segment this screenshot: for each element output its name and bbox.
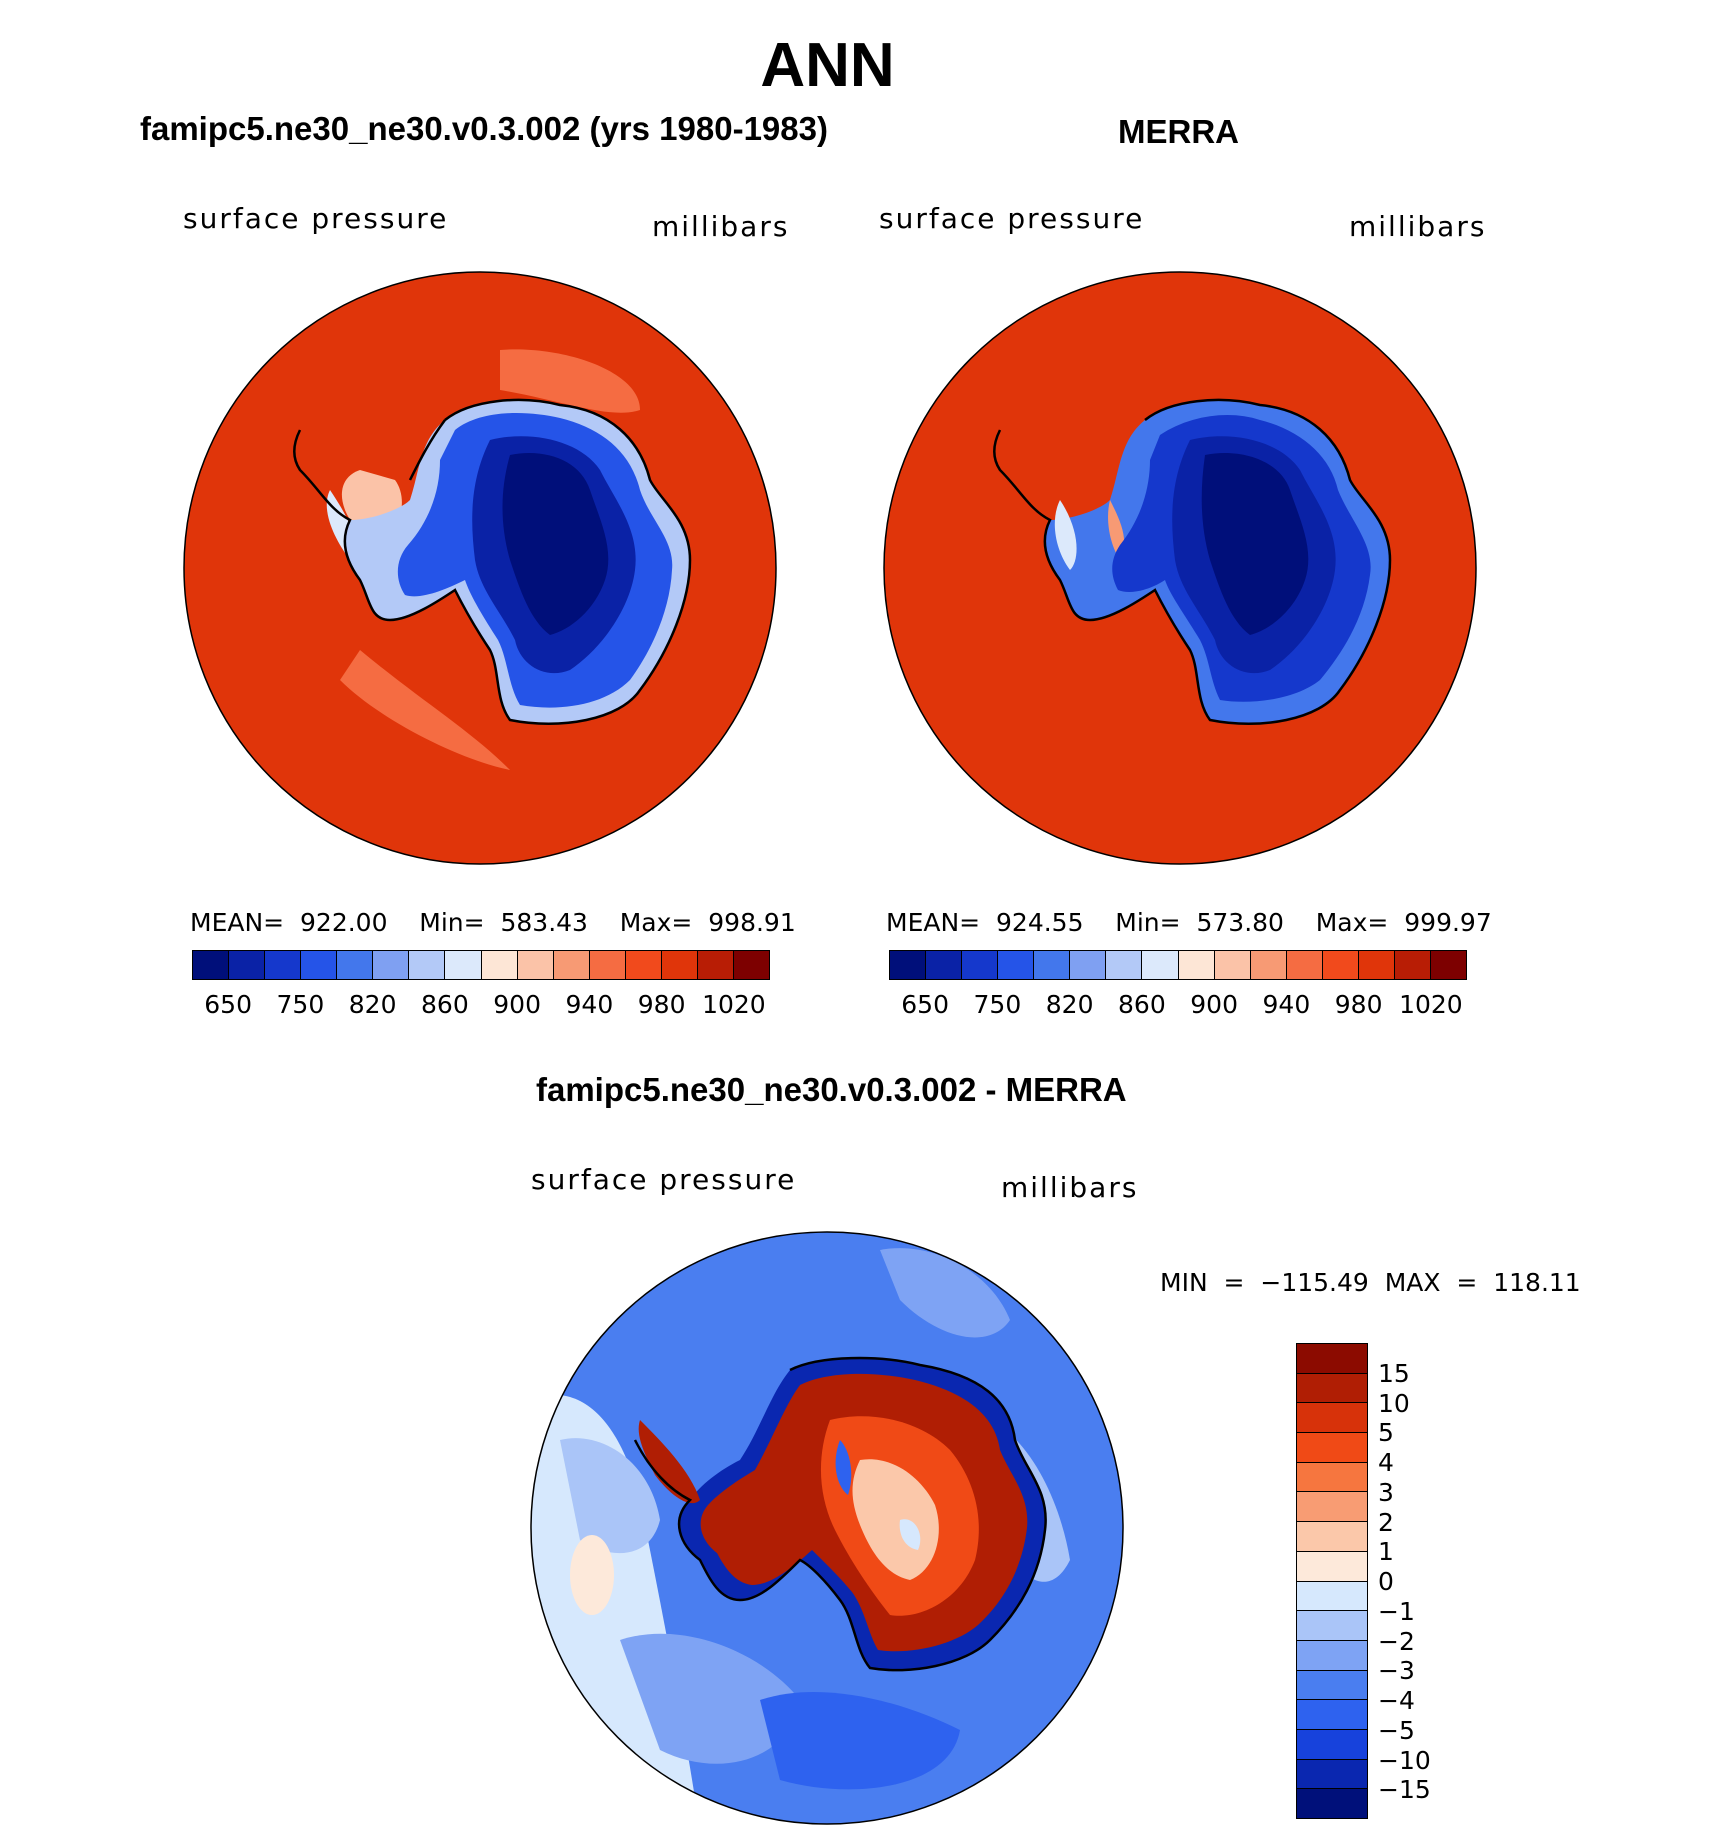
panel3-minmax: MIN = −115.49 MAX = 118.11 bbox=[1160, 1268, 1581, 1297]
colorbar-tick-label: 820 bbox=[1045, 990, 1094, 1019]
colorbar-tick-label: 900 bbox=[493, 990, 541, 1019]
panel3-colorbar bbox=[1296, 1343, 1368, 1819]
panel2-colorbar-ticks: 650 750 820 860 900 940 980 1020 bbox=[889, 990, 1467, 1020]
panel3-colorbar-ticks: 15 10 5 4 3 2 1 0 −1 −2 −3 −4 −5 −10 −15 bbox=[1378, 1343, 1478, 1819]
colorbar-tick-label: 860 bbox=[421, 990, 469, 1019]
colorbar-tick-label: 1020 bbox=[1399, 990, 1463, 1019]
colorbar-swatch bbox=[1250, 951, 1287, 979]
colorbar-swatch bbox=[1214, 951, 1251, 979]
colorbar-tick-label: 900 bbox=[1190, 990, 1238, 1019]
colorbar-swatch bbox=[373, 951, 410, 979]
panel2-variable-label: surface pressure bbox=[879, 202, 1145, 235]
colorbar-swatch bbox=[1297, 1551, 1367, 1582]
colorbar-tick-label: 4 bbox=[1378, 1448, 1394, 1477]
colorbar-swatch bbox=[1297, 1344, 1367, 1374]
colorbar-swatch bbox=[1297, 1789, 1367, 1818]
colorbar-swatch bbox=[890, 951, 927, 979]
colorbar-swatch bbox=[193, 951, 230, 979]
colorbar-tick-label: 860 bbox=[1118, 990, 1166, 1019]
colorbar-swatch bbox=[1297, 1462, 1367, 1493]
colorbar-tick-label: −15 bbox=[1378, 1775, 1431, 1805]
colorbar-swatch bbox=[301, 951, 338, 979]
colorbar-swatch bbox=[337, 951, 374, 979]
colorbar-swatch bbox=[1286, 951, 1323, 979]
colorbar-swatch bbox=[517, 951, 554, 979]
colorbar-tick-label: −3 bbox=[1378, 1656, 1415, 1686]
colorbar-tick-label: 3 bbox=[1378, 1477, 1394, 1507]
colorbar-swatch bbox=[1297, 1670, 1367, 1701]
colorbar-swatch bbox=[265, 951, 302, 979]
panel2-colorbar bbox=[889, 950, 1467, 980]
colorbar-tick-label: −1 bbox=[1378, 1596, 1415, 1626]
colorbar-tick-label: 15 bbox=[1378, 1358, 1410, 1388]
colorbar-swatch bbox=[1297, 1433, 1367, 1463]
colorbar-tick-label: 650 bbox=[901, 990, 949, 1019]
colorbar-swatch bbox=[962, 951, 999, 979]
colorbar-swatch bbox=[1297, 1611, 1367, 1641]
colorbar-swatch bbox=[1297, 1729, 1367, 1760]
colorbar-tick-label: −5 bbox=[1378, 1715, 1415, 1745]
colorbar-tick-label: 1020 bbox=[702, 990, 766, 1019]
colorbar-swatch bbox=[589, 951, 626, 979]
colorbar-swatch bbox=[1297, 1492, 1367, 1523]
colorbar-swatch bbox=[1297, 1373, 1367, 1404]
colorbar-swatch bbox=[553, 951, 590, 979]
panel2-stats: MEAN= 924.55 Min= 573.80 Max= 999.97 bbox=[886, 908, 1492, 937]
colorbar-swatch bbox=[1297, 1640, 1367, 1671]
panel1-stats: MEAN= 922.00 Min= 583.43 Max= 998.91 bbox=[190, 908, 796, 937]
colorbar-swatch bbox=[1358, 951, 1395, 979]
colorbar-tick-label: 650 bbox=[204, 990, 252, 1019]
colorbar-swatch bbox=[1394, 951, 1431, 979]
colorbar-tick-label: −4 bbox=[1378, 1686, 1415, 1715]
panel1-colorbar bbox=[192, 950, 770, 980]
colorbar-tick-label: −10 bbox=[1378, 1745, 1431, 1775]
colorbar-swatch bbox=[697, 951, 734, 979]
colorbar-swatch bbox=[229, 951, 266, 979]
figure-title: ANN bbox=[760, 31, 895, 100]
colorbar-tick-label: 750 bbox=[973, 990, 1022, 1019]
colorbar-tick-label: 940 bbox=[1262, 990, 1311, 1019]
colorbar-tick-label: 5 bbox=[1378, 1418, 1394, 1448]
colorbar-swatch bbox=[1297, 1522, 1367, 1552]
panel1-units-label: millibars bbox=[652, 210, 790, 243]
panel1-colorbar-ticks: 650 750 820 860 900 940 980 1020 bbox=[192, 990, 770, 1020]
colorbar-swatch bbox=[998, 951, 1035, 979]
colorbar-tick-label: 980 bbox=[1334, 990, 1383, 1019]
colorbar-tick-label: 750 bbox=[276, 990, 325, 1019]
colorbar-swatch bbox=[1034, 951, 1071, 979]
colorbar-swatch bbox=[625, 951, 662, 979]
panel2-title: MERRA bbox=[1118, 113, 1239, 150]
colorbar-swatch bbox=[1070, 951, 1107, 979]
colorbar-tick-label: 0 bbox=[1378, 1567, 1394, 1596]
panel3-units-label: millibars bbox=[1001, 1171, 1139, 1204]
colorbar-swatch bbox=[733, 951, 769, 979]
colorbar-tick-label: 2 bbox=[1378, 1507, 1394, 1537]
colorbar-tick-label: 1 bbox=[1378, 1537, 1394, 1567]
colorbar-swatch bbox=[926, 951, 963, 979]
colorbar-swatch bbox=[1297, 1403, 1367, 1434]
panel3-title: famipc5.ne30_ne30.v0.3.002 - MERRA bbox=[536, 1071, 1127, 1108]
colorbar-tick-label: 10 bbox=[1378, 1388, 1410, 1418]
colorbar-tick-label: 980 bbox=[637, 990, 686, 1019]
colorbar-tick-label: −2 bbox=[1378, 1626, 1415, 1656]
panel2-units-label: millibars bbox=[1349, 210, 1487, 243]
colorbar-swatch bbox=[409, 951, 446, 979]
panel1-variable-label: surface pressure bbox=[183, 202, 449, 235]
colorbar-tick-label: 940 bbox=[565, 990, 614, 1019]
colorbar-swatch bbox=[661, 951, 698, 979]
colorbar-swatch bbox=[1106, 951, 1143, 979]
colorbar-swatch bbox=[481, 951, 518, 979]
panel3-variable-label: surface pressure bbox=[531, 1163, 797, 1196]
colorbar-swatch bbox=[445, 951, 482, 979]
panel1-title: famipc5.ne30_ne30.v0.3.002 (yrs 1980-198… bbox=[140, 110, 828, 147]
colorbar-tick-label: 820 bbox=[348, 990, 397, 1019]
colorbar-swatch bbox=[1430, 951, 1466, 979]
colorbar-swatch bbox=[1322, 951, 1359, 979]
colorbar-swatch bbox=[1142, 951, 1179, 979]
colorbar-swatch bbox=[1297, 1581, 1367, 1612]
colorbar-swatch bbox=[1297, 1759, 1367, 1790]
colorbar-swatch bbox=[1297, 1700, 1367, 1730]
colorbar-swatch bbox=[1178, 951, 1215, 979]
